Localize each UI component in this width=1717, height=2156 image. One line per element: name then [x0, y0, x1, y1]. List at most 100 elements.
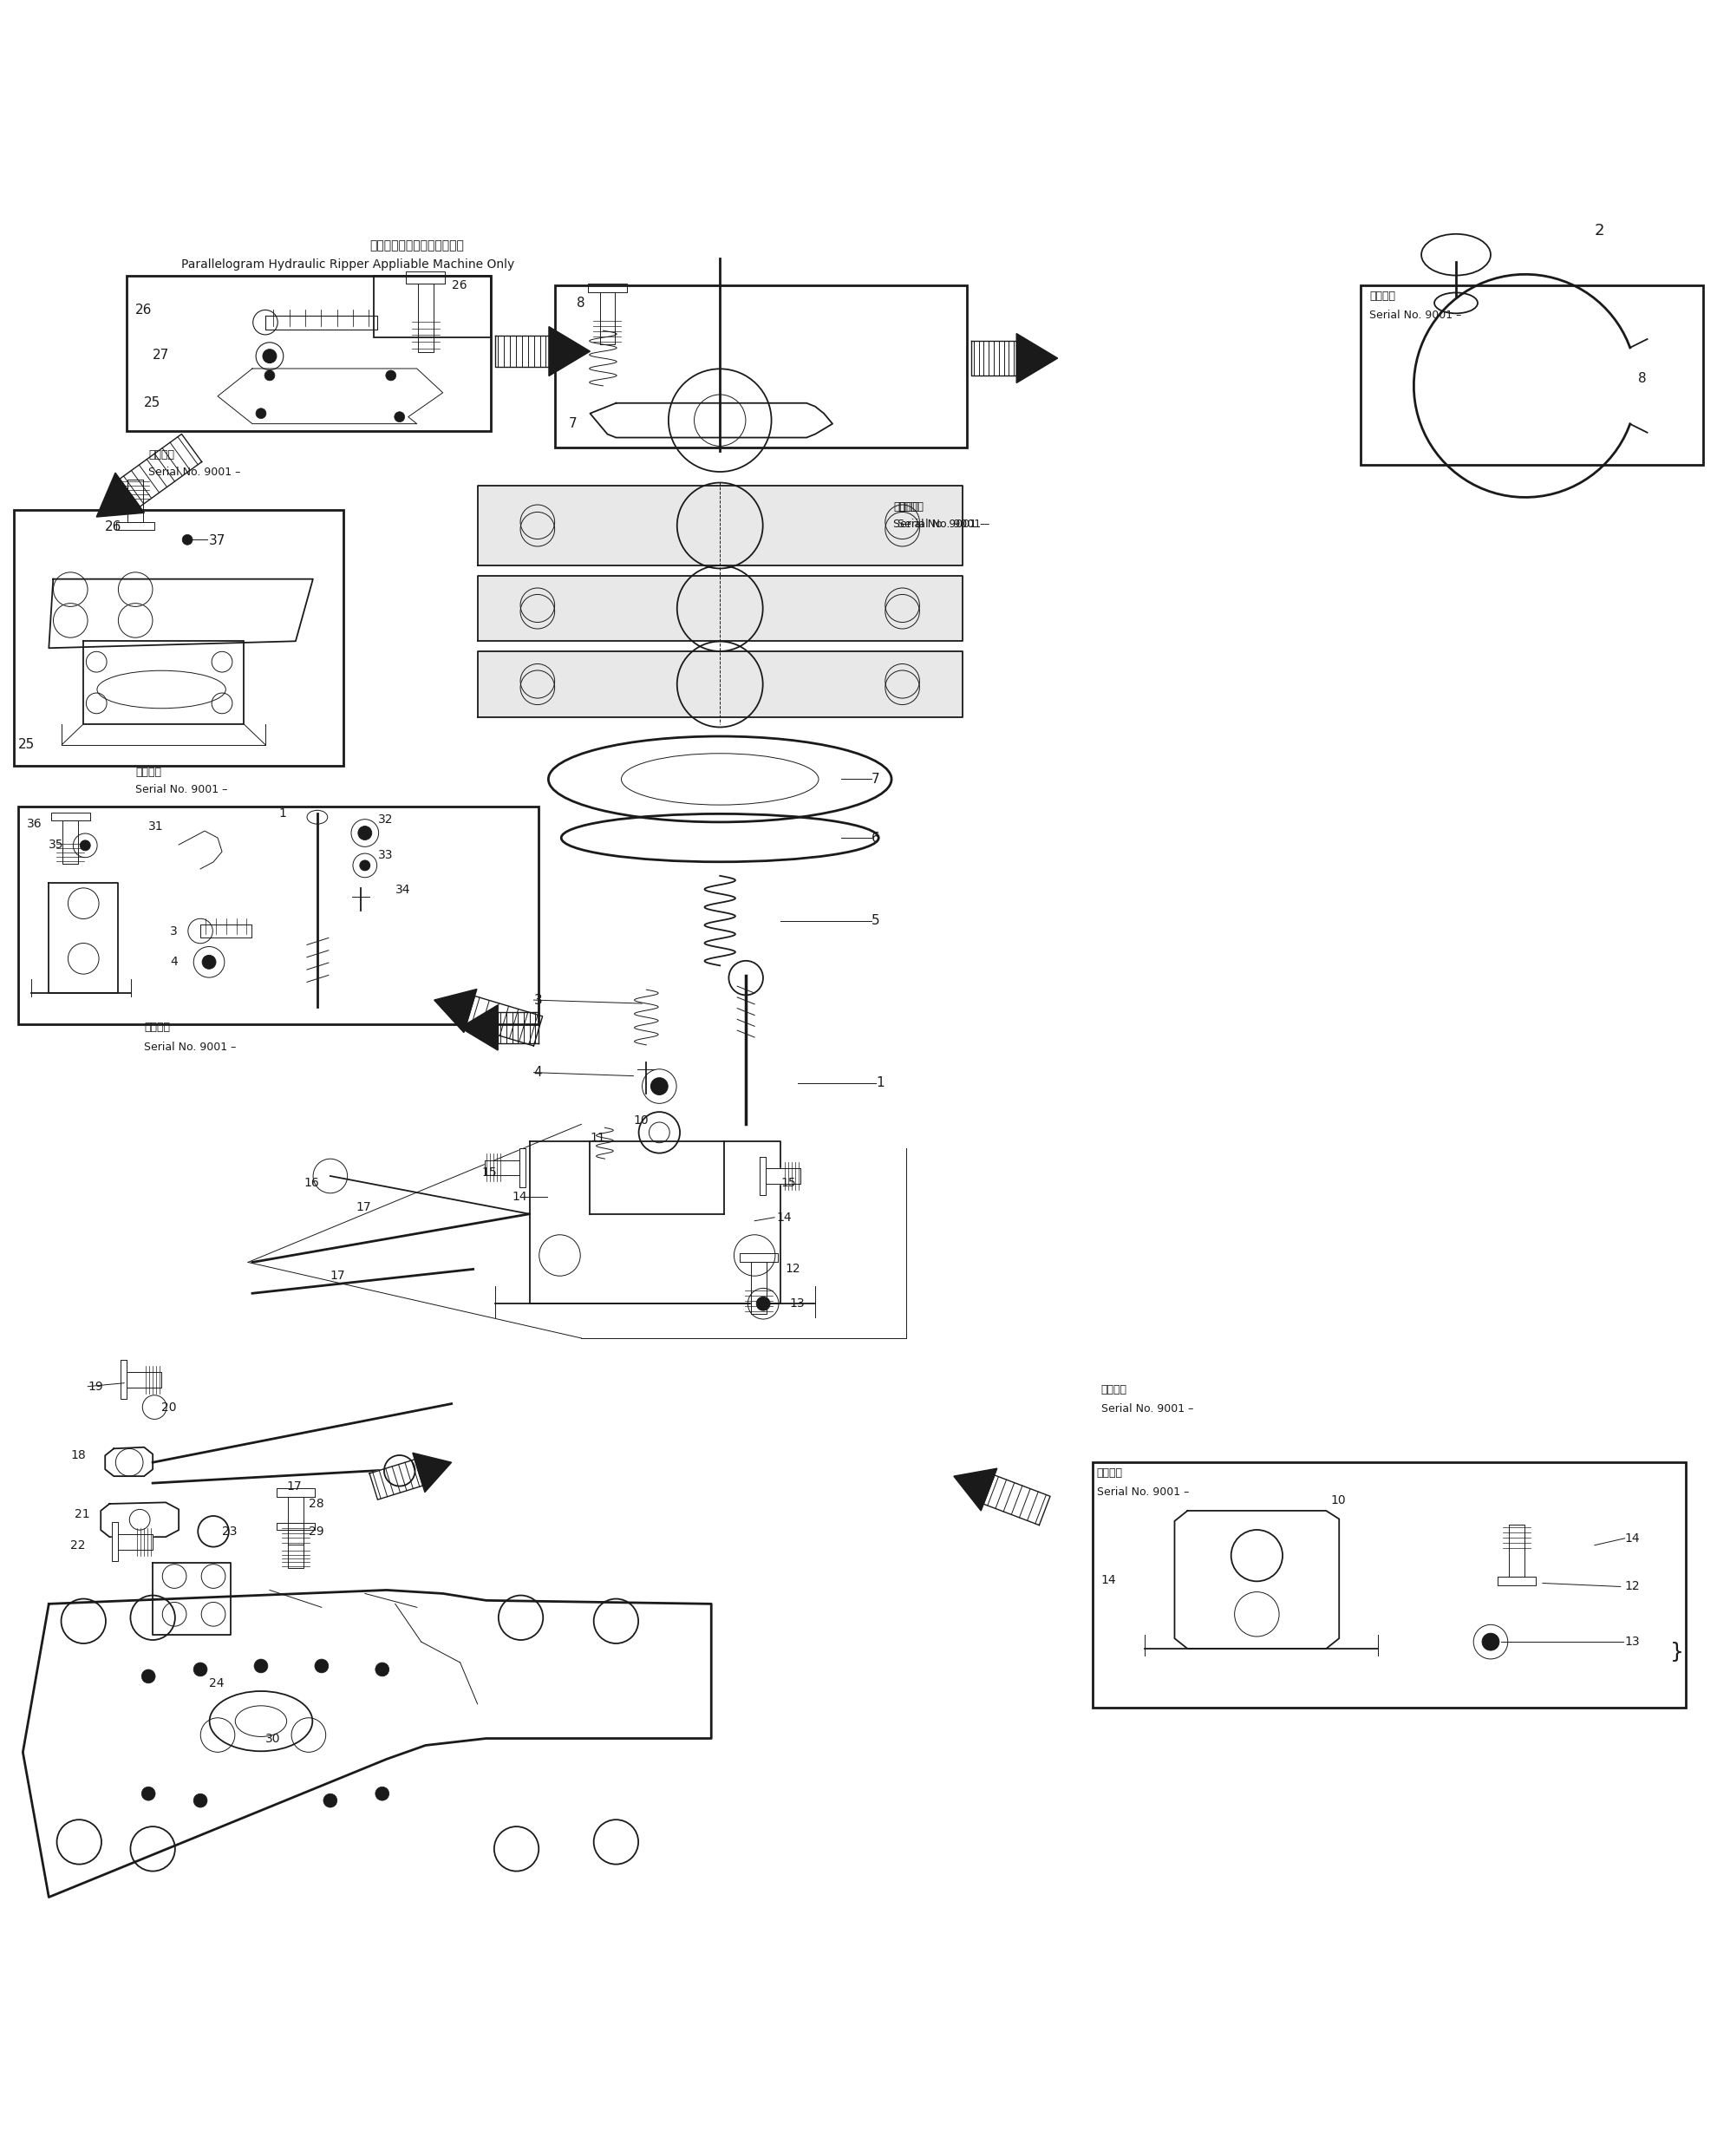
Polygon shape	[64, 821, 79, 862]
Polygon shape	[970, 341, 1016, 375]
Text: 適用号機: 適用号機	[1095, 1466, 1123, 1479]
Text: 31: 31	[148, 819, 163, 832]
Circle shape	[386, 371, 397, 382]
Polygon shape	[498, 1011, 537, 1044]
Text: 7: 7	[871, 772, 879, 785]
Circle shape	[141, 1787, 155, 1800]
Polygon shape	[96, 472, 144, 517]
Polygon shape	[127, 1371, 161, 1386]
Text: 14: 14	[776, 1212, 792, 1222]
Polygon shape	[549, 326, 589, 375]
Text: 30: 30	[264, 1733, 280, 1744]
Text: 32: 32	[378, 813, 393, 826]
Text: 1: 1	[278, 808, 285, 819]
Text: Serial No. 9001 –: Serial No. 9001 –	[148, 466, 240, 479]
Polygon shape	[599, 293, 615, 345]
Polygon shape	[434, 990, 477, 1033]
Polygon shape	[120, 433, 201, 507]
Text: 17: 17	[287, 1481, 302, 1492]
Text: マルチ油圧リッパ装着車専用: マルチ油圧リッパ装着車専用	[369, 239, 464, 252]
Circle shape	[182, 535, 192, 545]
Text: 10: 10	[1329, 1494, 1344, 1507]
Text: Serial No. 9001 –: Serial No. 9001 –	[1101, 1404, 1193, 1414]
Polygon shape	[417, 285, 433, 351]
Text: Parallelogram Hydraulic Ripper Appliable Machine Only: Parallelogram Hydraulic Ripper Appliable…	[180, 259, 513, 270]
Text: 14: 14	[1101, 1574, 1116, 1587]
Polygon shape	[1016, 334, 1058, 384]
Text: 35: 35	[48, 839, 64, 852]
Text: 26: 26	[105, 522, 122, 535]
Polygon shape	[740, 1253, 778, 1261]
Text: 13: 13	[788, 1298, 804, 1309]
Bar	[14, 511, 343, 765]
Text: 17: 17	[330, 1270, 345, 1283]
Polygon shape	[477, 576, 962, 640]
Circle shape	[256, 407, 266, 418]
Text: 23: 23	[221, 1524, 237, 1537]
Text: 8: 8	[1636, 373, 1645, 386]
Text: 15: 15	[780, 1177, 795, 1188]
Text: 5: 5	[871, 914, 879, 927]
Text: 12: 12	[785, 1263, 800, 1274]
Text: 26: 26	[136, 304, 153, 317]
Polygon shape	[201, 925, 252, 938]
Polygon shape	[127, 479, 143, 522]
Text: 20: 20	[161, 1401, 177, 1412]
Polygon shape	[288, 1496, 304, 1546]
Text: 25: 25	[19, 737, 36, 750]
Bar	[1360, 287, 1702, 466]
Circle shape	[81, 841, 91, 852]
Text: 19: 19	[88, 1380, 103, 1393]
Polygon shape	[1508, 1524, 1523, 1576]
Text: Serial No. 9001 –: Serial No. 9001 –	[1095, 1485, 1188, 1498]
Text: 24: 24	[209, 1677, 225, 1690]
Polygon shape	[264, 315, 376, 330]
Circle shape	[651, 1078, 668, 1095]
Text: 16: 16	[304, 1177, 319, 1188]
Text: 28: 28	[309, 1498, 325, 1509]
Polygon shape	[759, 1158, 766, 1194]
Text: 13: 13	[1624, 1636, 1640, 1647]
Text: 8: 8	[577, 298, 585, 310]
Text: 2: 2	[1593, 222, 1604, 239]
Text: 14: 14	[512, 1190, 527, 1203]
Circle shape	[1482, 1634, 1499, 1649]
Text: }: }	[1669, 1641, 1683, 1662]
Circle shape	[359, 860, 369, 871]
Text: 適用号機: 適用号機	[136, 768, 161, 778]
Text: 4: 4	[534, 1065, 543, 1078]
Circle shape	[194, 1662, 208, 1677]
Circle shape	[357, 826, 371, 841]
Polygon shape	[519, 1149, 525, 1188]
Polygon shape	[117, 522, 155, 530]
Text: 37: 37	[209, 535, 225, 548]
Text: 27: 27	[153, 349, 170, 362]
Text: Serial No. 9001 –: Serial No. 9001 –	[893, 517, 986, 530]
Text: 14: 14	[1624, 1533, 1640, 1544]
Bar	[1092, 1462, 1684, 1708]
Bar	[127, 276, 491, 431]
Text: 1: 1	[876, 1076, 884, 1089]
Circle shape	[376, 1662, 388, 1677]
Bar	[373, 276, 491, 338]
Circle shape	[254, 1660, 268, 1673]
Circle shape	[395, 412, 405, 423]
Text: 適用号機: 適用号機	[896, 500, 924, 513]
Text: 15: 15	[481, 1166, 496, 1179]
Text: 29: 29	[309, 1524, 325, 1537]
Circle shape	[755, 1296, 769, 1311]
Polygon shape	[1497, 1576, 1535, 1585]
Circle shape	[376, 1787, 388, 1800]
Text: 18: 18	[70, 1449, 86, 1462]
Text: 26: 26	[452, 280, 467, 291]
Polygon shape	[587, 282, 627, 293]
Circle shape	[141, 1669, 155, 1684]
Text: Serial No. 9001 –: Serial No. 9001 –	[136, 785, 228, 796]
Polygon shape	[412, 1453, 452, 1492]
Circle shape	[323, 1794, 337, 1807]
Polygon shape	[288, 1531, 304, 1567]
Bar	[555, 287, 967, 448]
Polygon shape	[477, 651, 962, 718]
Text: 適用号機: 適用号機	[1368, 291, 1394, 302]
Polygon shape	[120, 1360, 127, 1399]
